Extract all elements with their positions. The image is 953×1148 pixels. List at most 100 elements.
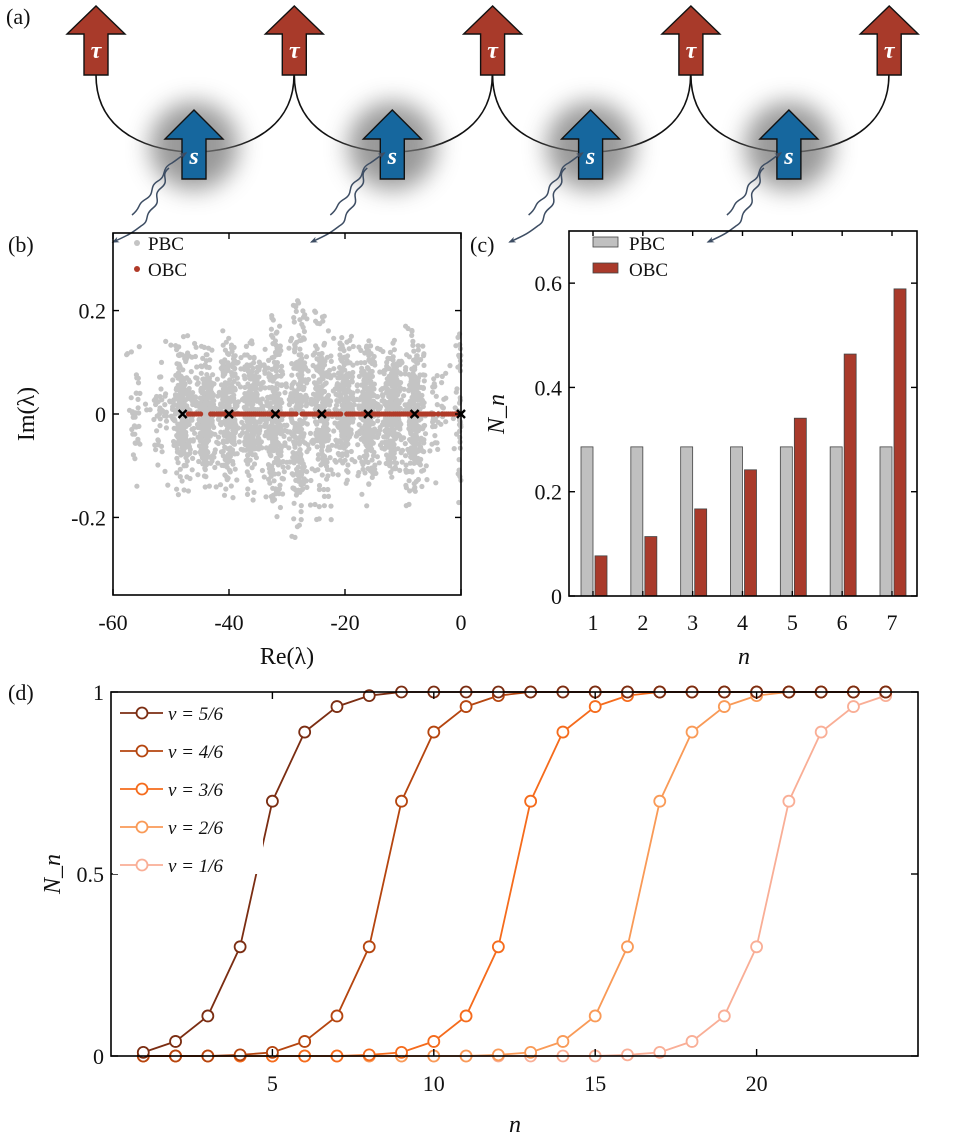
pbc-point	[182, 381, 188, 387]
pbc-point	[291, 439, 297, 445]
pbc-point	[210, 372, 216, 378]
bar-pbc	[829, 446, 843, 597]
pbc-point	[151, 416, 157, 423]
pbc-point	[248, 394, 254, 400]
pbc-point	[321, 486, 327, 493]
data-point	[847, 700, 860, 713]
pbc-point	[348, 417, 354, 423]
pbc-point	[261, 362, 267, 368]
bar-pbc	[630, 446, 644, 597]
pbc-point	[195, 472, 201, 478]
pbc-point	[132, 440, 138, 446]
pbc-point	[424, 477, 430, 483]
x-tick-label: 7	[887, 610, 898, 635]
pbc-point	[375, 418, 381, 424]
pbc-point	[297, 337, 303, 344]
pbc-point	[354, 396, 360, 402]
pbc-point	[250, 435, 256, 441]
pbc-point	[227, 469, 233, 475]
pbc-point	[406, 478, 412, 484]
pbc-point	[350, 369, 356, 376]
legend-marker	[135, 820, 149, 834]
pbc-point	[304, 469, 310, 475]
pbc-point	[203, 448, 209, 454]
pbc-point	[361, 368, 367, 375]
pbc-point	[202, 362, 208, 368]
pbc-point	[280, 464, 286, 470]
pbc-point	[369, 360, 375, 367]
pbc-point	[342, 416, 348, 423]
pbc-point	[432, 433, 438, 439]
pbc-point	[281, 422, 287, 428]
pbc-point	[198, 343, 205, 349]
pbc-point	[344, 425, 350, 431]
pbc-point	[230, 373, 236, 379]
pbc-point	[287, 459, 293, 465]
data-point	[169, 1035, 182, 1048]
data-point	[524, 794, 538, 808]
pbc-point	[344, 449, 350, 455]
pbc-point	[368, 351, 374, 357]
pbc-point	[325, 374, 331, 380]
obc-point	[293, 411, 299, 417]
pbc-point	[192, 430, 198, 436]
pbc-point	[339, 451, 346, 457]
pbc-point	[331, 428, 337, 434]
pbc-point	[430, 389, 436, 395]
pbc-point	[338, 382, 344, 388]
pbc-point	[380, 393, 386, 399]
pbc-point	[155, 442, 161, 448]
pbc-point	[253, 455, 259, 461]
pbc-point	[370, 356, 376, 362]
pbc-point	[301, 328, 307, 335]
pbc-point	[410, 371, 416, 377]
pbc-point	[217, 482, 224, 488]
pbc-point	[433, 480, 439, 486]
bar-pbc	[680, 446, 694, 597]
pbc-point	[245, 452, 251, 458]
pbc-point	[419, 483, 425, 490]
pbc-point	[197, 395, 203, 401]
pbc-point	[319, 429, 325, 435]
pbc-point	[366, 481, 372, 487]
data-point	[588, 1009, 602, 1023]
pbc-point	[187, 475, 193, 482]
data-point	[524, 1045, 538, 1059]
pbc-point	[194, 364, 200, 370]
pbc-point	[165, 482, 171, 488]
pbc-point	[218, 429, 224, 435]
data-point	[395, 794, 408, 808]
pbc-point	[170, 404, 176, 410]
pbc-point	[403, 469, 409, 475]
pbc-point	[189, 467, 195, 473]
data-point	[653, 794, 667, 808]
pbc-point	[386, 406, 392, 412]
pbc-point	[297, 346, 303, 352]
x-tick-label: 3	[687, 610, 698, 635]
s-spin-arrow-icon	[559, 109, 622, 180]
pbc-point	[397, 420, 403, 426]
pbc-point	[254, 381, 260, 387]
pbc-point	[142, 401, 149, 407]
pbc-point	[391, 427, 397, 433]
pbc-point	[178, 395, 184, 401]
pbc-point	[406, 501, 412, 507]
pbc-point	[242, 352, 248, 358]
pbc-point	[291, 319, 297, 325]
bar-pbc	[779, 446, 793, 597]
pbc-point	[319, 383, 326, 389]
x-tick-label: 15	[584, 1071, 606, 1096]
pbc-point	[422, 372, 428, 378]
pbc-point	[300, 324, 306, 330]
pbc-point	[294, 402, 300, 408]
pbc-point	[409, 418, 415, 424]
pbc-point	[202, 441, 208, 447]
pbc-point	[238, 355, 244, 361]
pbc-point	[366, 394, 372, 400]
bar-obc	[793, 417, 807, 597]
pbc-point	[184, 458, 190, 464]
pbc-point	[226, 335, 232, 341]
obc-point	[198, 411, 204, 417]
pbc-point	[310, 391, 317, 397]
pbc-point	[349, 405, 355, 411]
